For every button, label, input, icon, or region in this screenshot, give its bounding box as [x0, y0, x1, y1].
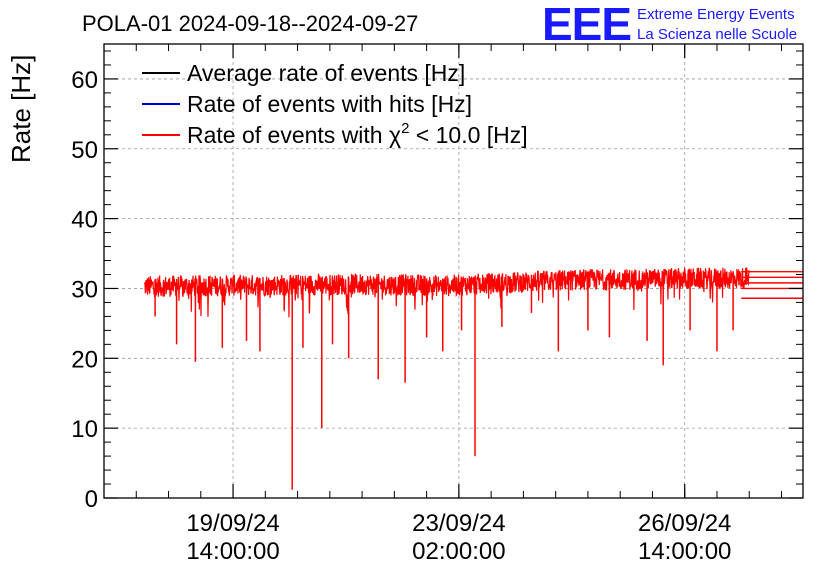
y-tick-label: 0	[85, 486, 98, 513]
y-tick-label: 40	[71, 207, 98, 234]
eee-logo: EEE Extreme Energy Events La Scienza nel…	[542, 0, 797, 50]
legend: Average rate of events [Hz] Rate of even…	[142, 60, 528, 148]
series-layer	[143, 266, 803, 490]
x-tick-label-time: 02:00:00	[412, 538, 505, 565]
y-tick-label: 30	[71, 276, 98, 303]
series-chi2-trace	[143, 266, 750, 318]
legend-average-rate: Average rate of events [Hz]	[187, 60, 465, 86]
y-tick-label: 10	[71, 416, 98, 443]
y-axis-label: Rate [Hz]	[6, 55, 36, 163]
x-tick-label-time: 14:00:00	[638, 538, 731, 565]
legend-chi2-rate: Rate of events with χ2 < 10.0 [Hz]	[187, 120, 528, 148]
logo-line1: Extreme Energy Events	[637, 6, 795, 23]
logo-line2: La Scienza nelle Scuole	[637, 26, 797, 43]
axes: 010203040506019/09/2414:00:0023/09/2402:…	[71, 44, 803, 565]
logo-mark: EEE	[542, 0, 631, 50]
x-tick-label-date: 23/09/24	[412, 510, 505, 537]
x-tick-label-date: 26/09/24	[638, 510, 731, 537]
chart-title: POLA-01 2024-09-18--2024-09-27	[82, 11, 418, 36]
x-tick-label-date: 19/09/24	[186, 510, 279, 537]
plot-frame	[103, 43, 804, 499]
y-tick-label: 20	[71, 346, 98, 373]
x-tick-label-time: 14:00:00	[186, 538, 279, 565]
y-tick-label: 50	[71, 137, 98, 164]
legend-hits-rate: Rate of events with hits [Hz]	[187, 91, 472, 117]
y-tick-label: 60	[71, 67, 98, 94]
